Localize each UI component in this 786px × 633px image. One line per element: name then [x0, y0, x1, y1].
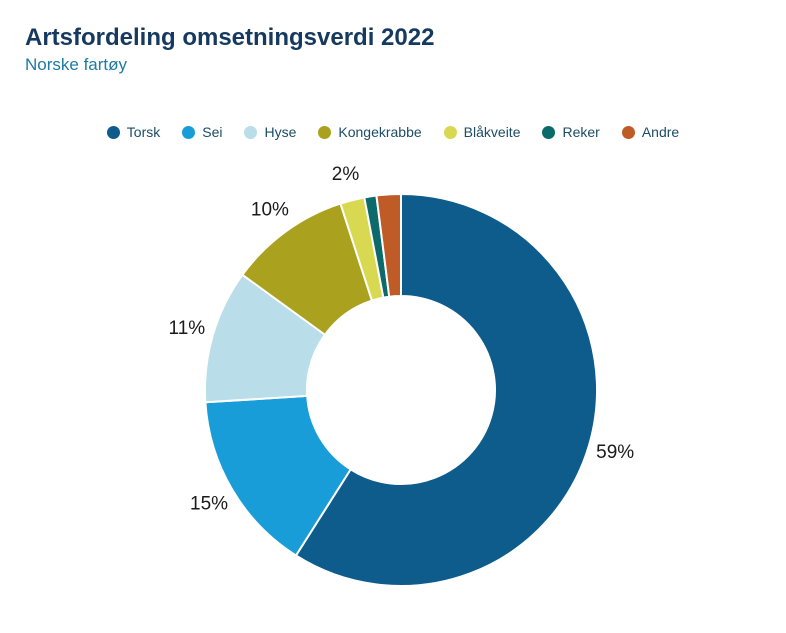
slice-label-hyse: 11%: [169, 318, 206, 339]
chart-header: Artsfordeling omsetningsverdi 2022 Norsk…: [25, 24, 434, 75]
slice-label-kongekrabbe: 10%: [251, 200, 289, 221]
page-subtitle: Norske fartøy: [25, 55, 128, 74]
legend-item-torsk[interactable]: Torsk: [106, 124, 161, 140]
slice-label-sei: 15%: [190, 494, 228, 515]
slice-andre[interactable]: [375, 193, 402, 298]
legend-item-kongekrabbe[interactable]: Kongekrabbe: [318, 124, 422, 140]
legend: Torsk Sei Hyse Kongekrabbe Blåkveite Reker And…: [0, 124, 786, 140]
legend-marker-icon: [318, 125, 332, 139]
legend-item-blakveite[interactable]: Blåkveite: [443, 124, 521, 140]
slice-torsk[interactable]: [294, 193, 598, 587]
legend-marker-icon: [182, 125, 196, 139]
legend-label: Blåkveite: [463, 124, 521, 140]
legend-item-hyse[interactable]: Hyse: [244, 124, 296, 140]
legend-label: Reker: [562, 124, 600, 140]
slice-label-torsk: 59%: [596, 442, 634, 463]
legend-item-andre[interactable]: Andre: [621, 124, 680, 140]
legend-label: Torsk: [126, 124, 161, 140]
legend-marker-icon: [106, 125, 120, 139]
legend-item-sei[interactable]: Sei: [182, 124, 222, 140]
legend-marker-icon: [244, 125, 258, 139]
legend-marker-icon: [542, 125, 556, 139]
legend-label: Sei: [202, 124, 223, 140]
legend-label: Kongekrabbe: [338, 124, 422, 140]
slice-sei[interactable]: [204, 394, 352, 557]
legend-label: Andre: [641, 124, 680, 140]
page-title: Artsfordeling omsetningsverdi 2022: [25, 24, 435, 51]
legend-marker-icon: [443, 125, 457, 139]
legend-marker-icon: [621, 125, 635, 139]
legend-label: Hyse: [264, 124, 297, 140]
slice-label-blakveite: 2%: [332, 164, 360, 185]
legend-item-reker[interactable]: Reker: [542, 124, 600, 140]
